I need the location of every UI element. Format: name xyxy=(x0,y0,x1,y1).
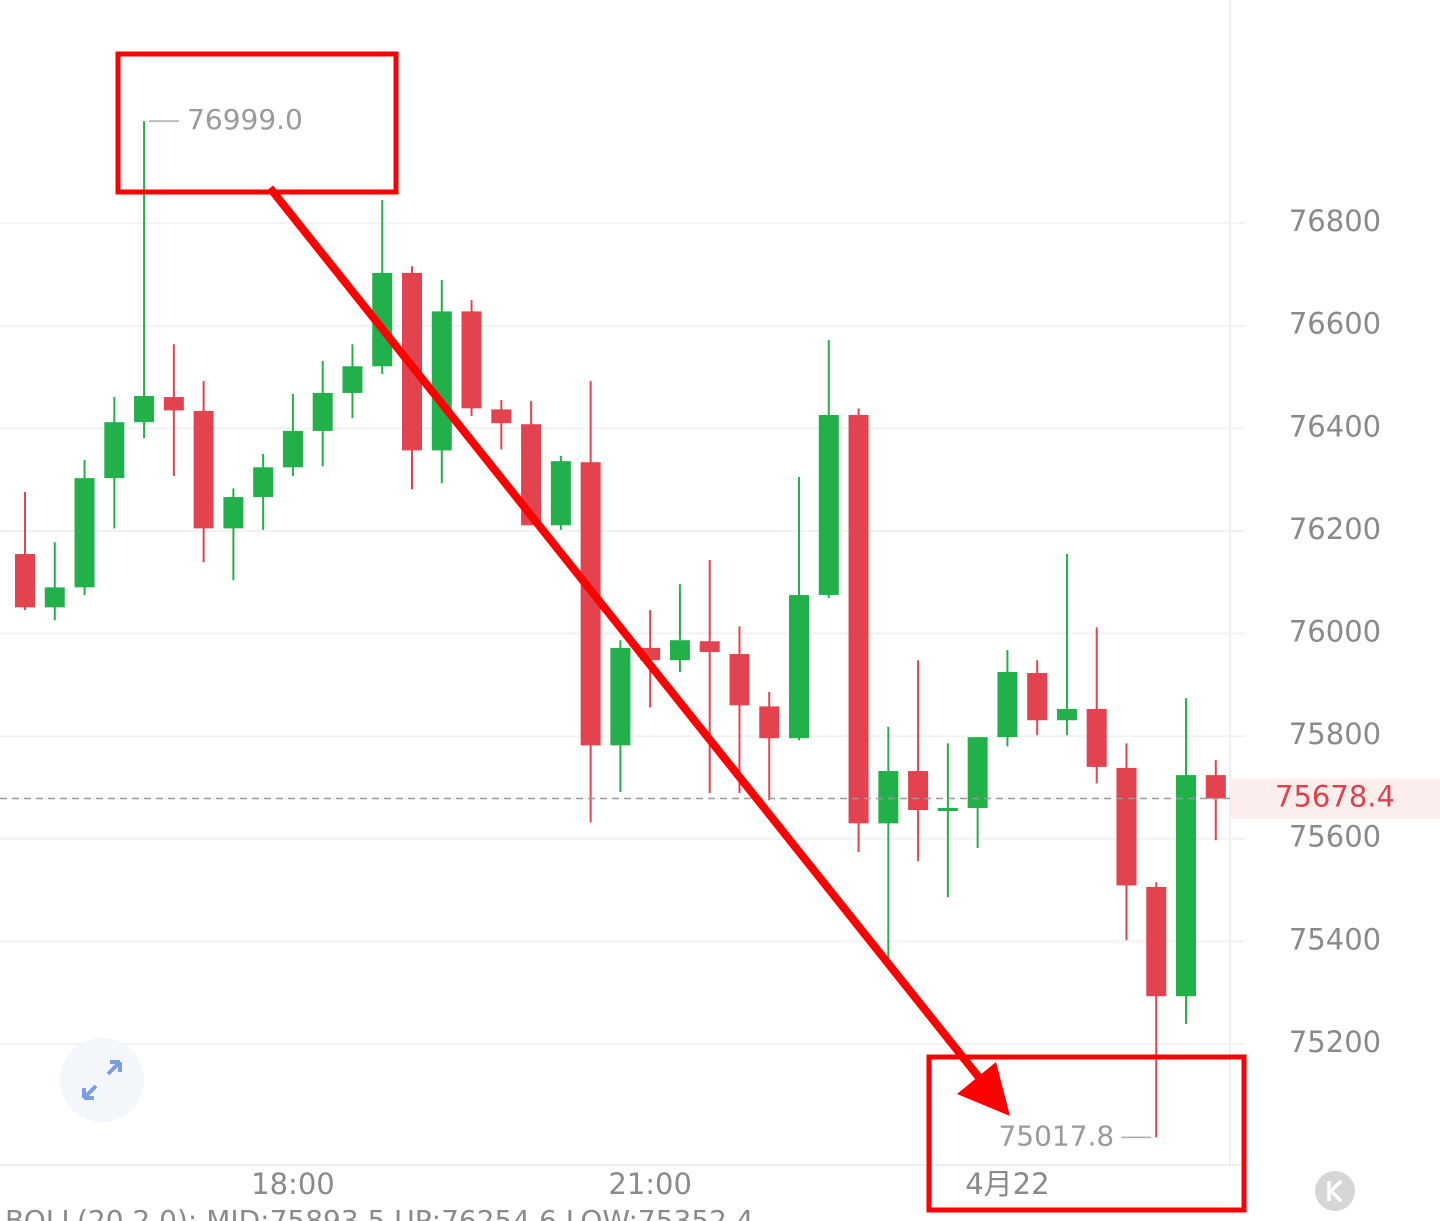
candle-body xyxy=(521,424,542,526)
candle-body xyxy=(1116,767,1137,886)
candle-body xyxy=(134,396,155,423)
candle-body xyxy=(372,272,393,367)
candle-body xyxy=(342,366,363,393)
arrow-head xyxy=(957,1062,1010,1116)
candle-body xyxy=(104,422,125,479)
indicator-text: BOLL(20,2,0): MID:75893.5 UP:76254.6 LOW… xyxy=(5,1204,754,1221)
expand-button[interactable] xyxy=(60,1038,144,1122)
x-tick-label: 21:00 xyxy=(608,1167,692,1201)
candle-body xyxy=(74,478,95,588)
candle-body xyxy=(789,595,810,739)
candle-body xyxy=(848,415,869,824)
x-tick-label: 4月22 xyxy=(965,1167,1049,1201)
candle-body xyxy=(610,647,631,746)
y-tick-label: 76400 xyxy=(1289,409,1381,443)
candle-body xyxy=(1146,886,1167,997)
candle-body xyxy=(253,467,274,498)
candle-body xyxy=(759,706,780,739)
x-tick-label: 18:00 xyxy=(251,1167,335,1201)
candle-body xyxy=(580,462,601,746)
min-label: 75017.8 xyxy=(998,1119,1114,1152)
expand-bg[interactable] xyxy=(60,1038,144,1122)
k-button[interactable] xyxy=(1315,1171,1355,1211)
y-tick-label: 76200 xyxy=(1289,512,1381,546)
candle-body xyxy=(878,771,899,824)
candle-body xyxy=(1056,708,1077,721)
k-bg[interactable] xyxy=(1315,1171,1355,1211)
candle-body xyxy=(44,587,65,608)
candle-body xyxy=(1086,708,1107,767)
candle-body xyxy=(163,397,184,411)
y-tick-label: 76800 xyxy=(1289,204,1381,238)
last-price-bg xyxy=(1230,778,1440,819)
candle-body xyxy=(937,807,958,812)
candle-body xyxy=(431,311,452,451)
candle-body xyxy=(1176,775,1197,997)
candle-body xyxy=(1027,673,1048,721)
candle-body xyxy=(550,461,571,526)
y-tick-label: 76000 xyxy=(1289,615,1381,649)
plot: 75200 75400 75600 75800 76000 76200 76400 76600… xyxy=(0,103,1440,1201)
k-icon[interactable] xyxy=(1327,1179,1343,1203)
candle-body xyxy=(699,641,720,653)
candle-body xyxy=(15,554,35,608)
candle-body xyxy=(669,640,690,661)
last-price-label: 75678.4 xyxy=(1275,780,1395,814)
max-label: 76999.0 xyxy=(187,103,303,136)
y-tick-label: 75800 xyxy=(1289,717,1381,751)
y-tick-label: 75200 xyxy=(1289,1025,1381,1059)
candle-body xyxy=(461,311,482,409)
trend-arrow xyxy=(266,185,989,1088)
candle-body xyxy=(491,409,512,424)
candle-body xyxy=(312,392,333,431)
highlight-box xyxy=(115,51,399,195)
candle-body xyxy=(818,415,839,596)
candle-body xyxy=(729,654,750,706)
candle-body xyxy=(282,430,303,468)
highlight-box xyxy=(926,1054,1247,1213)
y-tick-label: 75400 xyxy=(1289,922,1381,956)
expand-icon[interactable] xyxy=(82,1060,122,1100)
candle-body xyxy=(193,410,214,529)
candle-body xyxy=(223,497,244,529)
candle-body xyxy=(1205,775,1226,799)
y-tick-label: 76600 xyxy=(1289,307,1381,341)
candle-body xyxy=(997,672,1018,738)
y-tick-label: 75600 xyxy=(1289,820,1381,854)
candle-body xyxy=(967,737,988,808)
candle-body xyxy=(908,771,929,811)
